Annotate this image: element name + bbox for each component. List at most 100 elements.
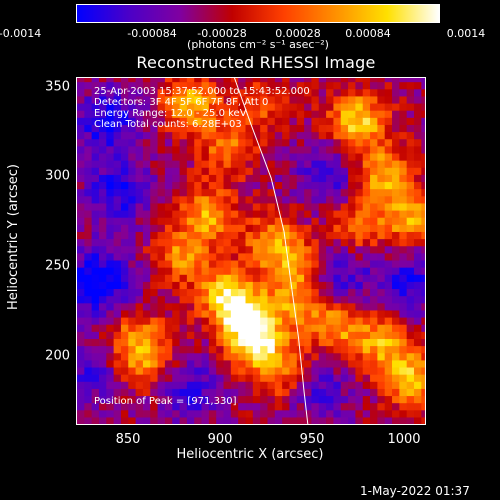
heatmap-cell [91, 195, 100, 204]
heatmap-cell [77, 267, 85, 275]
heatmap-cell [326, 345, 335, 354]
heatmap-cell [186, 409, 195, 418]
heatmap-cell [230, 181, 239, 190]
heatmap-cell [355, 359, 364, 368]
heatmap-cell [208, 302, 217, 311]
heatmap-cell [164, 117, 173, 125]
heatmap-cell [421, 366, 425, 375]
heatmap-cell [157, 195, 166, 204]
heatmap-cell [260, 81, 269, 90]
heatmap-cell [84, 359, 93, 368]
heatmap-cell [274, 366, 283, 375]
heatmap-cell [238, 188, 247, 197]
heatmap-cell [392, 281, 400, 290]
heatmap-cell [120, 331, 129, 339]
heatmap-cell [326, 138, 335, 147]
heatmap-cell [230, 152, 239, 161]
heatmap-cell [201, 374, 210, 382]
heatmap-cell [194, 245, 203, 254]
heatmap-cell [362, 352, 371, 361]
heatmap-cell [245, 374, 254, 382]
heatmap-cell [355, 78, 364, 83]
heatmap-cell [223, 366, 232, 375]
heatmap-cell [128, 274, 137, 282]
heatmap-cell [355, 145, 364, 154]
heatmap-cell [238, 217, 247, 225]
heatmap-cell [414, 259, 422, 268]
heatmap-cell [399, 288, 408, 297]
heatmap-cell [377, 345, 386, 354]
heatmap-cell [421, 267, 425, 275]
heatmap-cell [150, 78, 159, 83]
heatmap-cell [179, 188, 188, 197]
heatmap-cell [340, 316, 349, 325]
heatmap-cell [84, 324, 93, 332]
heatmap-cell [164, 402, 173, 411]
heatmap-cell [289, 131, 298, 140]
heatmap-cell [399, 131, 408, 140]
heatmap-cell [230, 231, 239, 240]
heatmap-cell [245, 274, 254, 282]
heatmap-cell [135, 124, 144, 133]
heatmap-cell [348, 117, 356, 125]
heatmap-cell [201, 102, 210, 111]
heatmap-cell [260, 359, 269, 368]
heatmap-cell [186, 138, 195, 147]
heatmap-cell [216, 188, 225, 197]
heatmap-cell [318, 174, 327, 183]
heatmap-cell [223, 324, 232, 332]
heatmap-cell [274, 274, 283, 282]
heatmap-cell [296, 381, 305, 389]
heatmap-cell [223, 388, 232, 397]
heatmap-cell [128, 402, 137, 411]
heatmap-cell [252, 416, 261, 424]
heatmap-cell [179, 202, 188, 211]
heatmap-cell [282, 381, 291, 389]
heatmap-cell [362, 95, 371, 104]
heatmap-cell [340, 338, 349, 347]
heatmap-cell [260, 188, 269, 197]
heatmap-cell [238, 195, 247, 204]
heatmap-cell [304, 160, 313, 168]
heatmap-cell [201, 167, 210, 175]
heatmap-cell [392, 324, 400, 332]
heatmap-cell [267, 366, 276, 375]
heatmap-cell [208, 316, 217, 325]
heatmap-cell [414, 274, 422, 282]
heatmap-cell [128, 195, 137, 204]
heatmap-cell [194, 167, 203, 175]
heatmap-cell [304, 338, 313, 347]
heatmap-cell [311, 352, 320, 361]
heatmap-cell [370, 331, 378, 339]
heatmap-cell [399, 102, 408, 111]
heatmap-cell [238, 231, 247, 240]
heatmap-cell [245, 245, 254, 254]
heatmap-cell [230, 259, 239, 268]
heatmap-cell [164, 209, 173, 218]
heatmap-cell [179, 88, 188, 97]
heatmap-cell [201, 281, 210, 290]
heatmap-cell [230, 295, 239, 304]
heatmap-cell [399, 395, 408, 404]
heatmap-cell [164, 245, 173, 254]
heatmap-cell [384, 224, 393, 232]
heatmap-cell [179, 345, 188, 354]
heatmap-cell [406, 416, 415, 424]
heatmap-cell [208, 402, 217, 411]
heatmap-cell [113, 245, 122, 254]
heatmap-cell [260, 345, 269, 354]
heatmap-cell [113, 309, 122, 318]
heatmap-cell [194, 252, 203, 261]
heatmap-cell [208, 124, 217, 133]
heatmap-cell [406, 95, 415, 104]
heatmap-cell [326, 224, 335, 232]
heatmap-cell [421, 288, 425, 297]
heatmap-cell [216, 331, 225, 339]
heatmap-cell [355, 209, 364, 218]
heatmap-cell [98, 416, 107, 424]
heatmap-cell [384, 78, 393, 83]
heatmap-cell [260, 238, 269, 247]
heatmap-cell [384, 416, 393, 424]
heatmap-cell [414, 331, 422, 339]
heatmap-cell [348, 388, 356, 397]
